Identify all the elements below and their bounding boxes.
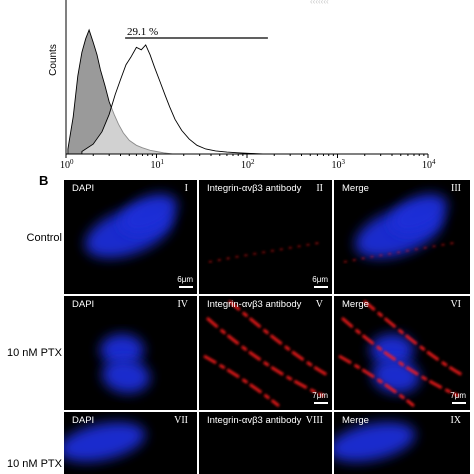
tile-channel-label: Merge bbox=[342, 183, 369, 194]
micrograph-tile: Merge VI 7μm bbox=[334, 296, 470, 410]
cropped-header-text: ‹‹‹‹‹‹‹ bbox=[310, 0, 329, 6]
tile-channel-label: Merge bbox=[342, 415, 369, 426]
row-label: 10 nM PTX bbox=[6, 347, 62, 359]
micrograph-tile: Integrin-αvβ3 antibody VIII bbox=[199, 412, 332, 474]
scale-bar bbox=[179, 286, 193, 288]
tile-roman-numeral: V bbox=[315, 299, 323, 310]
tile-roman-numeral: I bbox=[184, 183, 188, 194]
micrograph-tile: DAPI IV bbox=[64, 296, 197, 410]
tile-channel-label: DAPI bbox=[72, 299, 95, 310]
tile-channel-label: DAPI bbox=[72, 183, 95, 194]
flow-histogram: ‹‹‹‹‹‹‹ 100 101 102 103 104 Counts 29.1 % bbox=[48, 0, 436, 171]
panel-letter-b: B bbox=[39, 173, 49, 188]
x-tick-label: 103 bbox=[332, 158, 346, 171]
micrograph-tile: DAPI VII bbox=[64, 412, 197, 474]
nucleus-blob bbox=[120, 194, 178, 234]
gate-percentage-label: 29.1 % bbox=[127, 26, 158, 38]
fluorescence-image bbox=[343, 194, 460, 263]
micrograph-tile: Merge III bbox=[334, 180, 470, 294]
fluorescence-image bbox=[208, 241, 325, 263]
integrin-signal bbox=[228, 299, 330, 378]
nucleus-blob bbox=[334, 422, 416, 462]
nucleus-blob bbox=[64, 422, 146, 462]
scale-bar bbox=[314, 402, 328, 404]
row-label: 10 nM PTX bbox=[6, 458, 62, 470]
tile-channel-label: Integrin-αvβ3 antibody bbox=[207, 299, 302, 310]
micrograph-tile: DAPI I 6μm bbox=[64, 180, 197, 294]
integrin-signal bbox=[208, 241, 325, 263]
scale-bar bbox=[314, 286, 328, 288]
tile-channel-label: Integrin-αvβ3 antibody bbox=[207, 183, 302, 194]
scale-bar-label: 7μm bbox=[450, 391, 466, 400]
x-tick-label: 100 bbox=[60, 158, 74, 171]
fluorescence-image bbox=[338, 299, 465, 408]
y-axis-label: Counts bbox=[48, 44, 59, 76]
integrin-signal bbox=[338, 354, 415, 408]
tile-roman-numeral: II bbox=[316, 183, 323, 194]
tile-roman-numeral: VIII bbox=[305, 415, 323, 426]
tile-channel-label: Integrin-αvβ3 antibody bbox=[207, 415, 302, 426]
row-label: Control bbox=[26, 232, 62, 244]
x-tick-label: 101 bbox=[151, 158, 165, 171]
integrin-signal bbox=[343, 241, 460, 263]
tile-channel-label: DAPI bbox=[72, 415, 95, 426]
nucleus-blob bbox=[100, 334, 144, 366]
x-tick-label: 104 bbox=[422, 158, 436, 171]
tile-roman-numeral: VII bbox=[174, 415, 188, 426]
nucleus-blob bbox=[102, 358, 150, 394]
tile-roman-numeral: IX bbox=[450, 415, 461, 426]
fluorescence-image bbox=[334, 422, 416, 462]
scale-bar-label: 7μm bbox=[312, 391, 328, 400]
nucleus-blob bbox=[370, 334, 414, 366]
x-tick-label: 102 bbox=[241, 158, 255, 171]
fluorescence-image bbox=[85, 194, 178, 258]
nucleus-blob bbox=[390, 194, 448, 234]
tile-roman-numeral: III bbox=[451, 183, 461, 194]
micrograph-tile: Integrin-αvβ3 antibody V 7μm bbox=[199, 296, 332, 410]
fluorescence-image bbox=[64, 422, 146, 462]
integrin-signal bbox=[203, 354, 280, 408]
integrin-signal bbox=[363, 299, 465, 378]
tile-channel-label: Merge bbox=[342, 299, 369, 310]
scale-bar-label: 6μm bbox=[312, 275, 328, 284]
micrograph-tile: Integrin-αvβ3 antibody II 6μm bbox=[199, 180, 332, 294]
tile-roman-numeral: VI bbox=[450, 299, 461, 310]
micrograph-tile: Merge IX bbox=[334, 412, 470, 474]
scale-bar bbox=[452, 402, 466, 404]
fluorescence-image bbox=[203, 299, 330, 408]
antibody-stained-histogram bbox=[81, 44, 263, 155]
tile-roman-numeral: IV bbox=[177, 299, 188, 310]
fluorescence-image bbox=[100, 334, 150, 394]
scale-bar-label: 6μm bbox=[177, 275, 193, 284]
